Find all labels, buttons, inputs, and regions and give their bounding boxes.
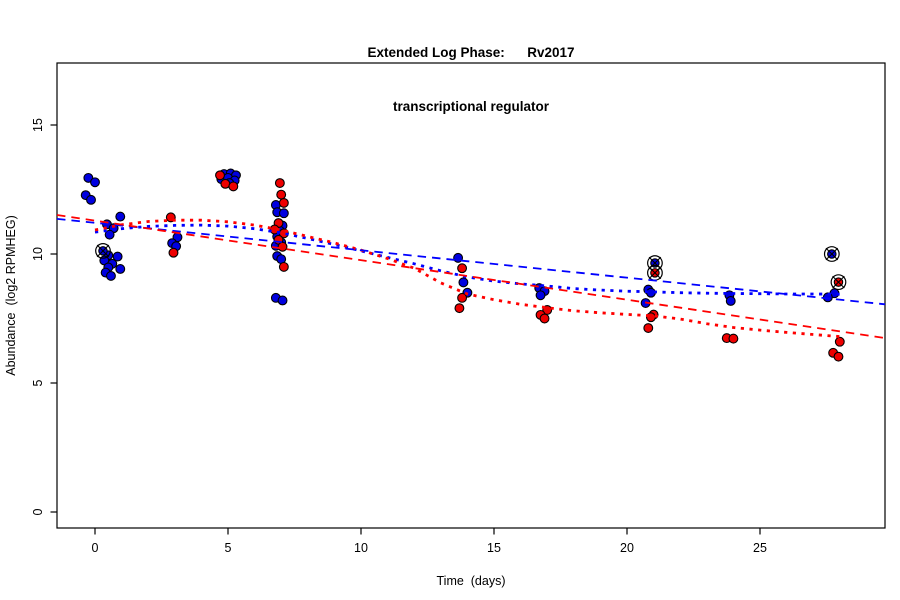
red-dotted-trend <box>94 218 840 338</box>
blue-circled-outliers <box>95 243 840 271</box>
data-point <box>276 189 287 200</box>
x-axis-label: Time (days) <box>437 574 506 588</box>
outlier-cross-line <box>832 275 845 289</box>
data-point <box>278 261 289 272</box>
red-circled-outliers <box>647 264 847 291</box>
x-tick-label: 10 <box>354 541 368 555</box>
data-point <box>104 229 115 240</box>
data-point <box>115 211 126 222</box>
data-point <box>115 264 126 274</box>
y-axis: 0 5 10 15 Abundance (log2 RPMHEG) <box>4 118 57 515</box>
data-point <box>277 241 288 252</box>
data-point <box>278 208 289 219</box>
x-tick-label: 20 <box>620 541 634 555</box>
blue-samples <box>80 168 840 308</box>
data-point <box>457 263 468 274</box>
x-tick-label: 5 <box>225 541 232 555</box>
y-tick-label: 15 <box>31 118 45 132</box>
data-point <box>277 295 288 306</box>
y-tick-label: 5 <box>31 379 45 386</box>
plot-box <box>56 62 886 529</box>
data-point <box>539 313 550 324</box>
data-point <box>535 290 546 301</box>
data-point <box>643 323 654 333</box>
data-point <box>274 178 285 189</box>
data-point <box>228 181 239 192</box>
y-axis-label: Abundance (log2 RPMHEG) <box>4 215 18 376</box>
data-point <box>457 292 468 303</box>
data-point <box>728 333 739 344</box>
data-point <box>112 251 123 262</box>
outlier-circle <box>823 246 840 262</box>
chart-title-line1: Extended Log Phase: Rv2017 <box>367 45 575 60</box>
data-point <box>215 170 225 181</box>
red-dashed-trend <box>56 214 886 339</box>
data-point <box>454 303 465 314</box>
data-point <box>86 194 96 205</box>
x-tick-label: 0 <box>92 541 99 555</box>
chart-title-line2: transcriptional regulator <box>392 99 550 114</box>
data-point <box>725 296 736 306</box>
outlier-circle <box>95 243 111 259</box>
x-tick-label: 15 <box>487 541 501 555</box>
data-point <box>453 252 464 263</box>
chart-title: Extended Log Phase: Rv2017 transcription… <box>57 8 885 152</box>
outlier-circle <box>830 274 847 291</box>
circle-cross-marker <box>95 243 111 259</box>
circle-cross-marker <box>823 246 840 262</box>
outlier-cross-line <box>96 244 110 258</box>
data-point <box>834 336 845 347</box>
data-point <box>833 351 844 362</box>
data-point <box>168 247 179 258</box>
data-point <box>90 177 100 188</box>
y-tick-label: 10 <box>31 247 45 261</box>
data-point <box>458 277 469 288</box>
y-tick-label: 0 <box>31 508 45 515</box>
x-axis: 0 5 10 15 20 25 Time (days) <box>92 528 767 588</box>
circle-cross-marker <box>830 274 847 291</box>
x-tick-label: 25 <box>753 541 767 555</box>
data-point <box>645 312 656 323</box>
blue-dashed-trend <box>56 218 886 306</box>
blue-dotted-trend <box>94 223 840 296</box>
data-point <box>278 197 289 208</box>
outlier-cross-line <box>825 247 839 261</box>
outlier-cross-line <box>648 266 662 280</box>
data-point <box>106 270 116 281</box>
